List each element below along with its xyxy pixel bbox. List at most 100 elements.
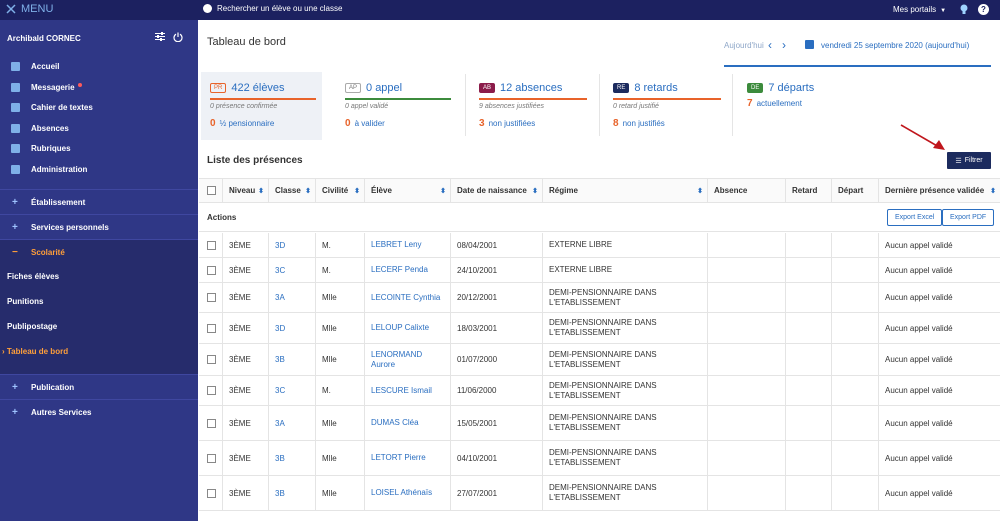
row-checkbox[interactable] [207, 386, 216, 395]
cell-classe-text[interactable]: 3B [275, 453, 285, 463]
cell-derniere-presence-text: Aucun appel validé [885, 453, 953, 463]
row-checkbox[interactable] [207, 323, 216, 333]
section-scolarite[interactable]: − Scolarité [0, 239, 198, 264]
cell-retard [786, 406, 832, 440]
sub-item-punitions[interactable]: Punitions [7, 297, 44, 306]
sidebar-item-administration[interactable]: Administration [0, 159, 198, 179]
sidebar-item-messagerie[interactable]: Messagerie [0, 77, 198, 97]
cell-naissance-text: 04/10/2001 [457, 453, 498, 463]
badge: AB [479, 83, 496, 93]
col-retard: Retard [786, 179, 832, 202]
sidebar-item-rubriques[interactable]: Rubriques [0, 138, 198, 158]
stat-detail-label: à valider [354, 119, 385, 128]
col-civilite[interactable]: Civilité ⬍ [316, 179, 365, 202]
sub-item-publipostage[interactable]: Publipostage [7, 322, 58, 331]
cell-derniere-presence-text: Aucun appel validé [885, 265, 953, 275]
cell-eleve-text[interactable]: DUMAS Cléa [371, 418, 419, 427]
cell-eleve-text[interactable]: LOISEL Athénaïs [371, 488, 433, 497]
cell-civilite-text: Mlle [322, 488, 337, 498]
today-button[interactable]: Aujourd'hui [724, 41, 764, 50]
chevron-right-icon[interactable]: › [782, 38, 786, 52]
cell-classe-text[interactable]: 3D [275, 323, 286, 333]
row-checkbox[interactable] [207, 293, 216, 302]
sidebar-item-absences[interactable]: Absences [0, 118, 198, 138]
cell-classe-text[interactable]: 3B [275, 488, 285, 498]
stat-departs[interactable]: DE 7 départs 7 actuellement [738, 72, 863, 140]
cell-eleve-text[interactable]: LEBRET Leny [371, 240, 422, 249]
stat-retards[interactable]: RE 8 retards 0 retard justifié 8 non justi… [604, 72, 729, 140]
col-naissance[interactable]: Date de naissance ⬍ [451, 179, 543, 202]
table-row: 3ÈME 3B Mlle LOISEL Athénaïs 27/07/2001 DEMI-… [199, 476, 1000, 511]
stat-detail: 8 non justifiés [613, 118, 665, 129]
calendar-icon[interactable] [805, 40, 814, 49]
row-select-cell [199, 406, 223, 440]
power-icon[interactable] [173, 32, 183, 42]
cell-eleve-text[interactable]: LECOINTE Cynthia [371, 292, 441, 302]
section-etablissement[interactable]: + Établissement [0, 189, 198, 214]
col-eleve[interactable]: Élève ⬍ [365, 179, 451, 202]
cell-naissance-text: 15/05/2001 [457, 418, 498, 428]
cell-eleve-text[interactable]: LETORT Pierre [371, 453, 426, 462]
row-checkbox[interactable] [207, 418, 216, 428]
row-checkbox[interactable] [207, 453, 216, 463]
search-input[interactable]: Rechercher un élève ou une classe [203, 4, 342, 13]
sub-item-fiches-eleves[interactable]: Fiches élèves [7, 272, 60, 281]
cell-classe-text[interactable]: 3D [275, 240, 286, 250]
cell-niveau-text: 3ÈME [229, 488, 251, 498]
lightbulb-icon[interactable] [960, 4, 968, 17]
cell-classe-text[interactable]: 3C [275, 386, 286, 395]
sidebar-item-label: Accueil [31, 61, 60, 71]
section-services-personnels[interactable]: + Services personnels [0, 214, 198, 239]
stat-detail-label: actuellement [756, 99, 802, 108]
row-checkbox[interactable] [207, 355, 216, 364]
export-excel-button[interactable]: Export Excel [887, 209, 943, 226]
stat-count: 7 [747, 98, 753, 109]
filter-button[interactable]: ☰ Filtrer [947, 152, 991, 169]
sort-icon: ⬍ [440, 187, 446, 195]
sort-icon: ⬍ [990, 187, 996, 195]
chevron-left-icon[interactable]: ‹ [768, 38, 772, 52]
help-icon[interactable]: ? [978, 4, 989, 15]
menu-button[interactable]: MENU [6, 3, 53, 15]
cell-eleve-text[interactable]: LECERF Penda [371, 265, 428, 274]
notification-dot [77, 82, 82, 87]
cell-classe-text[interactable]: 3B [275, 355, 285, 364]
cell-classe: 3A [269, 406, 316, 440]
cell-eleve-text[interactable]: LESCURE Ismail [371, 385, 432, 395]
col-niveau[interactable]: Niveau ⬍ [223, 179, 269, 202]
cell-eleve-text[interactable]: LENORMAND Aurore [371, 349, 423, 369]
select-all-checkbox[interactable] [207, 186, 216, 195]
badge: AP [345, 83, 362, 93]
cell-classe-text[interactable]: 3A [275, 293, 285, 302]
row-checkbox[interactable] [207, 265, 216, 275]
col-derniere-presence[interactable]: Dernière présence validée ⬍ [879, 179, 1000, 202]
cell-absence [708, 476, 786, 510]
sidebar-item-accueil[interactable]: Accueil [0, 56, 198, 76]
section-label: Autres Services [31, 407, 92, 417]
cell-naissance: 24/10/2001 [451, 258, 543, 282]
sidebar-item-cahier[interactable]: Cahier de textes [0, 97, 198, 117]
select-all-cell [199, 179, 223, 202]
cell-niveau-text: 3ÈME [229, 418, 251, 428]
section-autres-services[interactable]: + Autres Services [0, 399, 198, 424]
sub-item-tableau-de-bord[interactable]: › Tableau de bord [2, 347, 69, 356]
cell-classe-text[interactable]: 3A [275, 418, 285, 428]
current-date[interactable]: vendredi 25 septembre 2020 (aujourd'hui) [821, 41, 970, 50]
cell-classe-text[interactable]: 3C [275, 265, 286, 275]
export-pdf-button[interactable]: Export PDF [942, 209, 995, 226]
row-checkbox[interactable] [207, 488, 216, 498]
section-publication[interactable]: + Publication [0, 374, 198, 399]
divider [599, 74, 600, 136]
row-checkbox[interactable] [207, 240, 216, 250]
cell-eleve: LEBRET Leny [365, 233, 451, 257]
col-classe[interactable]: Classe ⬍ [269, 179, 316, 202]
portals-dropdown[interactable]: Mes portails ▼ [893, 5, 946, 14]
cell-eleve-text[interactable]: LELOUP Calixte [371, 323, 430, 332]
settings-sliders-icon[interactable] [155, 32, 165, 41]
col-regime[interactable]: Régime ⬍ [543, 179, 708, 202]
col-label: Date de naissance [457, 186, 527, 195]
cell-regime: EXTERNE LIBRE [543, 233, 708, 257]
stat-absences[interactable]: AB 12 absences 9 absences justifiées 3 non… [470, 72, 595, 140]
